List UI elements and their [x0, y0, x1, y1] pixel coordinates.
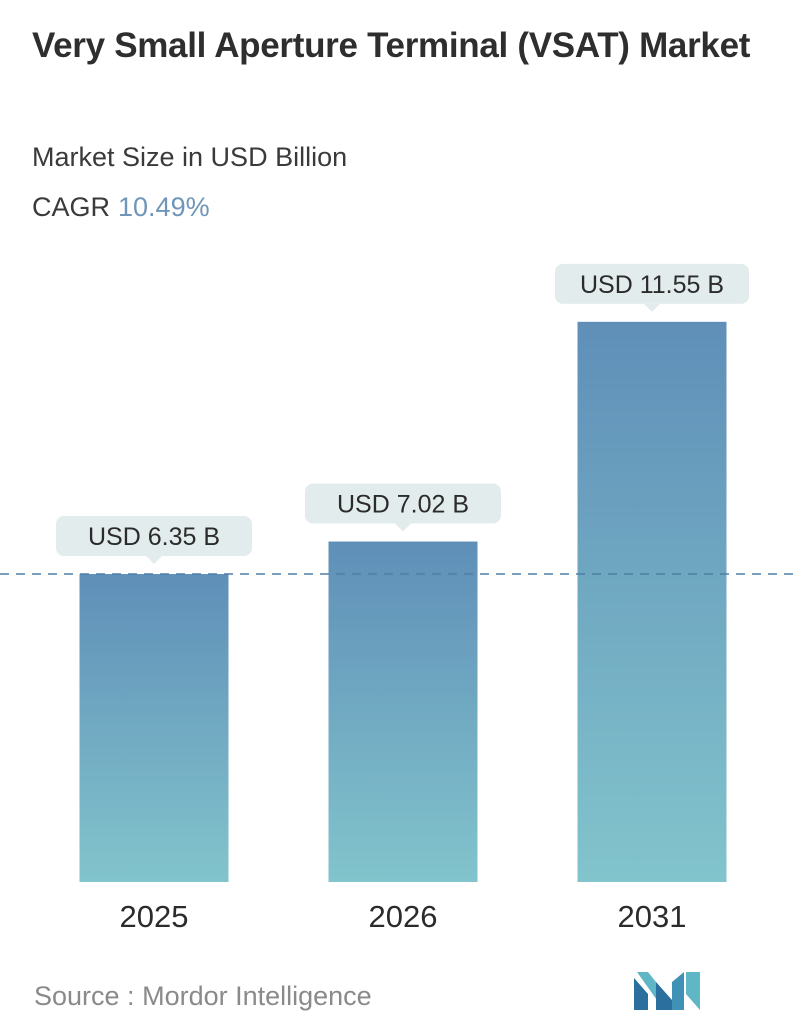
data-label-pointer	[146, 556, 162, 565]
source-name: Mordor Intelligence	[142, 981, 372, 1011]
cagr-line: CAGR 10.49%	[32, 189, 210, 225]
data-label-2031: USD 11.55 B	[555, 263, 749, 312]
bar-2031	[577, 321, 727, 882]
data-label-box	[56, 516, 252, 557]
chart-title: Very Small Aperture Terminal (VSAT) Mark…	[32, 26, 751, 65]
source-label: Source :	[34, 981, 135, 1011]
data-label-text: USD 6.35 B	[88, 523, 220, 551]
mordor-logo-icon	[634, 972, 700, 1010]
data-label-2026: USD 7.02 B	[305, 483, 501, 532]
data-label-pointer	[644, 303, 660, 312]
x-tick-label-2026: 2026	[369, 899, 438, 934]
x-tick-label-2025: 2025	[120, 899, 189, 934]
bar-2026	[328, 541, 478, 882]
source-text: Source : Mordor Intelligence	[34, 978, 372, 1014]
bar-2025	[79, 574, 229, 882]
data-label-text: USD 7.02 B	[337, 491, 469, 519]
x-tick-label-2031: 2031	[618, 899, 687, 934]
data-label-text: USD 11.55 B	[580, 271, 724, 299]
cagr-label: CAGR	[32, 192, 111, 222]
data-label-2025: USD 6.35 B	[56, 516, 252, 565]
data-label-pointer	[395, 523, 411, 532]
data-label-box	[305, 483, 501, 524]
data-label-box	[555, 263, 749, 304]
chart-subtitle: Market Size in USD Billion	[32, 142, 348, 172]
cagr-value: 10.49%	[118, 192, 210, 222]
